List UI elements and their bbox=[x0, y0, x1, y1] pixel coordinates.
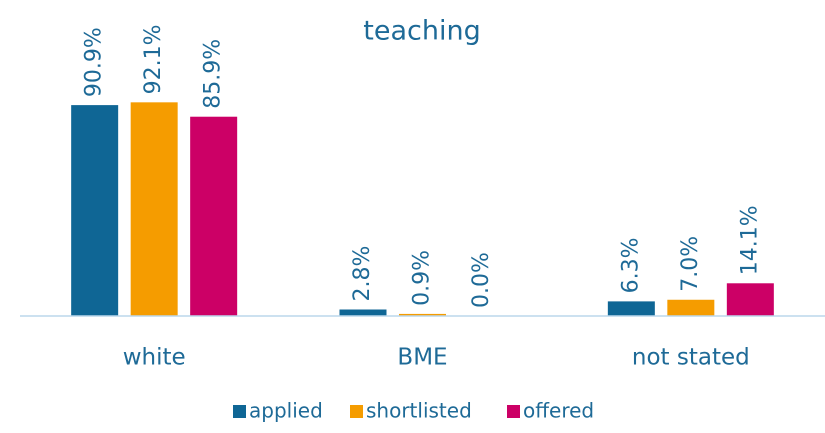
x-tick-label: BME bbox=[397, 345, 447, 371]
bar bbox=[399, 313, 446, 316]
value-label: 2.8% bbox=[350, 246, 375, 302]
bar bbox=[726, 283, 774, 316]
x-tick-label: not stated bbox=[632, 345, 750, 371]
x-tick-label: white bbox=[123, 345, 186, 371]
bar bbox=[339, 309, 387, 316]
bar bbox=[607, 301, 655, 316]
legend-swatch bbox=[233, 405, 246, 418]
legend-label: offered bbox=[523, 399, 594, 423]
value-label: 14.1% bbox=[737, 205, 762, 275]
bar bbox=[71, 105, 119, 316]
bar bbox=[190, 116, 238, 316]
legend-label: applied bbox=[249, 399, 323, 423]
value-label: 90.9% bbox=[82, 27, 107, 97]
legend-swatch bbox=[507, 405, 520, 418]
bar bbox=[130, 102, 178, 316]
value-label: 92.1% bbox=[141, 24, 166, 94]
bar bbox=[667, 299, 715, 316]
value-label: 7.0% bbox=[678, 236, 703, 292]
value-label: 6.3% bbox=[618, 237, 643, 293]
value-label: 0.0% bbox=[469, 252, 494, 308]
legend-swatch bbox=[350, 405, 363, 418]
value-label: 0.9% bbox=[410, 250, 435, 306]
chart-title: teaching bbox=[363, 16, 480, 47]
value-label: 85.9% bbox=[201, 39, 226, 109]
legend-label: shortlisted bbox=[366, 399, 472, 423]
